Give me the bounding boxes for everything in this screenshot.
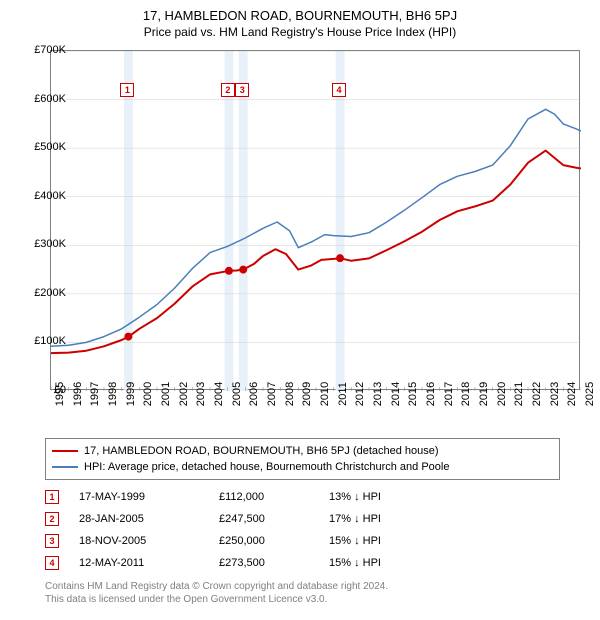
transaction-marker: 3 [45,534,59,548]
transaction-row: 2 28-JAN-2005£247,50017% ↓ HPI [45,508,439,530]
legend-label-hpi: HPI: Average price, detached house, Bour… [84,459,449,475]
chart-svg [51,51,581,391]
legend-item-hpi: HPI: Average price, detached house, Bour… [52,459,553,475]
sale-marker-2: 2 [221,83,235,97]
sale-marker-3: 3 [235,83,249,97]
x-tick-label: 2024 [566,382,578,406]
transaction-date: 18-NOV-2005 [79,535,219,547]
x-tick-label: 2022 [531,382,543,406]
y-tick-label: £300K [20,238,66,250]
x-tick-label: 2003 [195,382,207,406]
transaction-date: 28-JAN-2005 [79,513,219,525]
x-tick-label: 2020 [496,382,508,406]
transaction-price: £250,000 [219,535,329,547]
x-tick-label: 2016 [425,382,437,406]
x-tick-label: 2019 [478,382,490,406]
x-tick-label: 1997 [89,382,101,406]
x-tick-label: 2008 [284,382,296,406]
x-tick-label: 2009 [301,382,313,406]
chart-subtitle: Price paid vs. HM Land Registry's House … [0,23,600,43]
transaction-price: £112,000 [219,491,329,503]
x-tick-label: 1995 [54,382,66,406]
transaction-marker: 1 [45,490,59,504]
sale-marker-1: 1 [120,83,134,97]
x-tick-label: 2021 [513,382,525,406]
transaction-price: £247,500 [219,513,329,525]
legend-label-property: 17, HAMBLEDON ROAD, BOURNEMOUTH, BH6 5PJ… [84,443,439,459]
transaction-date: 12-MAY-2011 [79,557,219,569]
transaction-row: 1 17-MAY-1999£112,00013% ↓ HPI [45,486,439,508]
x-tick-label: 2023 [549,382,561,406]
transactions-table: 1 17-MAY-1999£112,00013% ↓ HPI 2 28-JAN-200… [45,486,439,574]
x-tick-label: 2018 [460,382,472,406]
x-tick-label: 2000 [142,382,154,406]
transaction-delta: 15% ↓ HPI [329,557,439,569]
legend: 17, HAMBLEDON ROAD, BOURNEMOUTH, BH6 5PJ… [45,438,560,480]
x-tick-label: 2002 [178,382,190,406]
transaction-delta: 17% ↓ HPI [329,513,439,525]
x-tick-label: 1999 [125,382,137,406]
x-tick-label: 2015 [407,382,419,406]
y-tick-label: £100K [20,335,66,347]
chart-title: 17, HAMBLEDON ROAD, BOURNEMOUTH, BH6 5PJ [0,0,600,23]
x-tick-label: 1998 [107,382,119,406]
legend-swatch-hpi [52,466,78,468]
sale-marker-4: 4 [332,83,346,97]
y-tick-label: £600K [20,93,66,105]
y-tick-label: £500K [20,141,66,153]
x-tick-label: 2011 [337,382,349,406]
footer-line-1: Contains HM Land Registry data © Crown c… [45,580,388,593]
transaction-date: 17-MAY-1999 [79,491,219,503]
x-tick-label: 2013 [372,382,384,406]
y-tick-label: £700K [20,44,66,56]
y-tick-label: £200K [20,287,66,299]
x-tick-label: 2025 [584,382,596,406]
transaction-row: 4 12-MAY-2011£273,50015% ↓ HPI [45,552,439,574]
x-tick-label: 2006 [248,382,260,406]
transaction-row: 3 18-NOV-2005£250,00015% ↓ HPI [45,530,439,552]
x-tick-label: 2012 [354,382,366,406]
footer: Contains HM Land Registry data © Crown c… [45,580,388,606]
x-tick-label: 2007 [266,382,278,406]
transaction-delta: 15% ↓ HPI [329,535,439,547]
footer-line-2: This data is licensed under the Open Gov… [45,593,388,606]
legend-item-property: 17, HAMBLEDON ROAD, BOURNEMOUTH, BH6 5PJ… [52,443,553,459]
x-tick-label: 2014 [390,382,402,406]
plot-area [50,50,580,390]
transaction-marker: 4 [45,556,59,570]
transaction-delta: 13% ↓ HPI [329,491,439,503]
y-tick-label: £400K [20,190,66,202]
legend-swatch-property [52,450,78,452]
chart-container: 17, HAMBLEDON ROAD, BOURNEMOUTH, BH6 5PJ… [0,0,600,620]
transaction-price: £273,500 [219,557,329,569]
x-tick-label: 1996 [72,382,84,406]
x-tick-label: 2005 [231,382,243,406]
x-tick-label: 2017 [443,382,455,406]
x-tick-label: 2001 [160,382,172,406]
x-tick-label: 2004 [213,382,225,406]
transaction-marker: 2 [45,512,59,526]
x-tick-label: 2010 [319,382,331,406]
